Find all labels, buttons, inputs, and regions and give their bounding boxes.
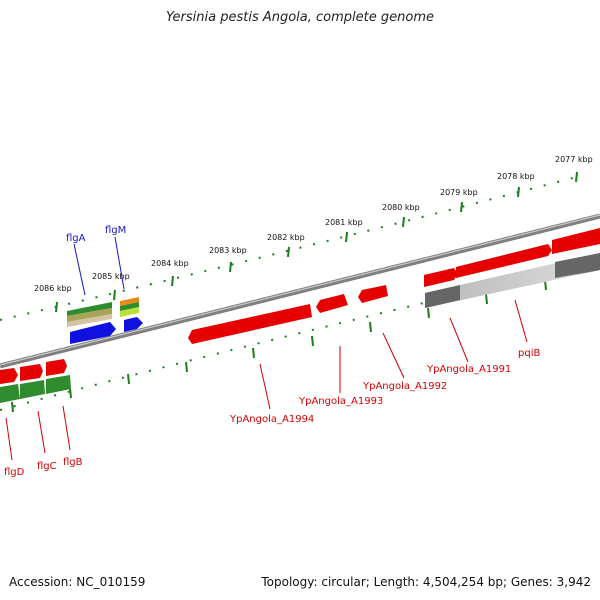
genome-summary: Topology: circular; Length: 4,504,254 bp…: [261, 575, 591, 589]
gene-flgM-orange: [120, 297, 139, 306]
gene-red-pqiB: [552, 228, 600, 254]
gene-flgA-green: [67, 302, 112, 316]
gene-flgM-yellowgreen: [120, 307, 139, 317]
inner-tick: [185, 361, 188, 373]
gene-red-A1991: [424, 268, 458, 287]
gene-gray-edge-right: [555, 253, 600, 278]
outer-tick-track: [0, 175, 581, 321]
connector-A1992: [382, 332, 405, 379]
gene-label-flgM: flgM: [105, 225, 126, 236]
inner-tick: [311, 335, 314, 347]
tick-label: 2085 kbp: [92, 272, 130, 281]
tick-label: 2086 kbp: [34, 284, 72, 293]
connector-flgA: [73, 243, 86, 296]
inner-tick: [252, 347, 255, 359]
gene-flgA-stack: [67, 302, 116, 344]
gene-label-A1992: YpAngola_A1992: [362, 381, 447, 392]
gene-flgA-blue: [70, 322, 116, 344]
gene-label-flgC: flgC: [37, 461, 57, 472]
major-tick: [229, 261, 232, 273]
tick-label: 2084 kbp: [151, 259, 189, 268]
major-tick: [517, 186, 520, 198]
gene-label-A1991: YpAngola_A1991: [426, 364, 511, 375]
gene-flgM-green: [120, 302, 139, 311]
tick-label: 2078 kbp: [497, 172, 535, 181]
gene-label-A1993: YpAngola_A1993: [298, 396, 383, 407]
gene-label-pqiB: pqiB: [518, 348, 540, 359]
connector-flgB: [62, 405, 71, 451]
inner-tick: [11, 401, 14, 413]
gene-label-flgD: flgD: [4, 467, 25, 478]
gene-label-A1994: YpAngola_A1994: [229, 414, 314, 425]
map-title: Yersinia pestis Angola, complete genome: [166, 10, 434, 25]
genome-backbone-highlight: [0, 214, 600, 366]
tick-label: 2081 kbp: [325, 218, 363, 227]
tick-label: 2082 kbp: [267, 233, 305, 242]
connector-pqiB: [514, 299, 528, 343]
gene-red-flgD: [0, 368, 18, 384]
tick-label: 2079 kbp: [440, 188, 478, 197]
inner-tick: [69, 387, 72, 399]
inner-major-ticks: [11, 279, 547, 413]
major-tick: [287, 246, 290, 258]
tick-label: 2077 kbp: [555, 155, 593, 164]
label-connectors: [5, 236, 528, 461]
connector-flgC: [37, 410, 46, 454]
major-tick: [171, 275, 174, 287]
gene-red-A1994: [188, 304, 312, 344]
inner-tick: [427, 307, 430, 319]
gene-red-A1991-long: [456, 244, 552, 278]
gene-flgM-blue: [124, 317, 143, 332]
gene-label-flgB: flgB: [63, 457, 83, 468]
connector-flgM: [114, 236, 125, 290]
connector-flgD: [5, 417, 13, 461]
tick-label: 2080 kbp: [382, 203, 420, 212]
gene-flgA-olive: [67, 308, 112, 322]
gene-green-flgB: [46, 375, 71, 394]
accession-label: Accession: NC_010159: [9, 575, 146, 589]
major-ticks: [55, 171, 578, 313]
gene-flgA-tan: [67, 314, 112, 327]
major-tick: [460, 201, 463, 213]
connector-A1994: [259, 363, 271, 410]
major-tick: [113, 289, 116, 301]
major-tick: [402, 216, 405, 228]
major-tick: [55, 301, 58, 313]
gene-green-flgD: [0, 384, 20, 403]
connector-A1991: [449, 317, 469, 363]
gene-gray-edge: [425, 285, 460, 308]
inner-tick: [127, 373, 130, 385]
inner-tick-track: [0, 261, 600, 411]
inner-tick: [369, 321, 372, 333]
major-tick: [575, 171, 578, 183]
gene-red-flgB: [46, 359, 67, 376]
major-tick: [345, 231, 348, 243]
gene-red-A1992: [358, 285, 388, 303]
inner-tick: [485, 293, 488, 305]
gene-label-flgA: flgA: [66, 233, 86, 244]
gene-red-flgC: [20, 364, 43, 381]
gene-green-flgC: [20, 380, 45, 399]
gene-flgM-stack: [120, 297, 143, 332]
gene-red-A1993: [316, 294, 348, 313]
tick-label: 2083 kbp: [209, 246, 247, 255]
